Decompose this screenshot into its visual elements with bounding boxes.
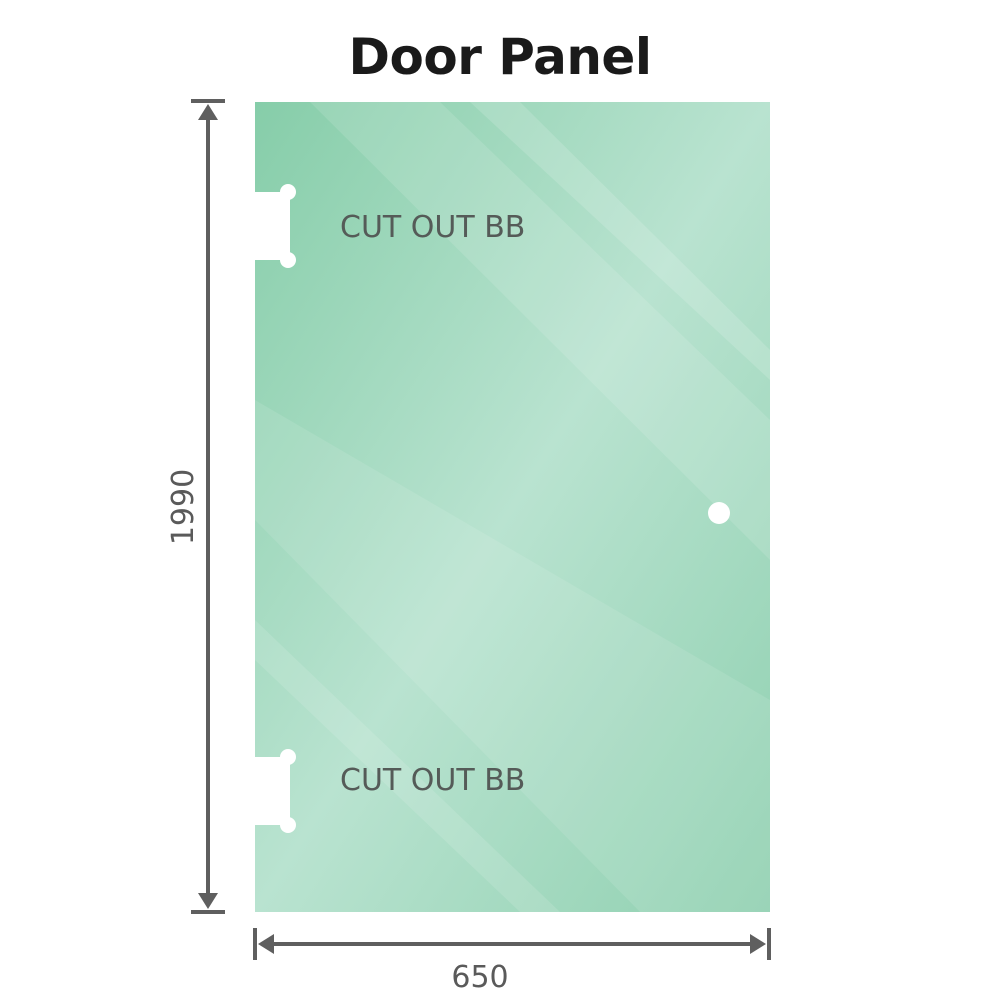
cutout-label-top: CUT OUT BB (340, 210, 525, 245)
width-dimension-line (253, 928, 771, 960)
cutout-label-bottom: CUT OUT BB (340, 763, 525, 798)
cutout-notch-bottom (250, 749, 296, 833)
handle-hole (708, 502, 730, 524)
cutout-notch-top (250, 184, 296, 268)
glass-panel (255, 102, 770, 912)
width-dimension-label: 650 (451, 960, 508, 995)
height-dimension-label: 1990 (166, 469, 201, 545)
diagram-title: Door Panel (348, 28, 652, 86)
height-dimension-line (191, 99, 225, 914)
